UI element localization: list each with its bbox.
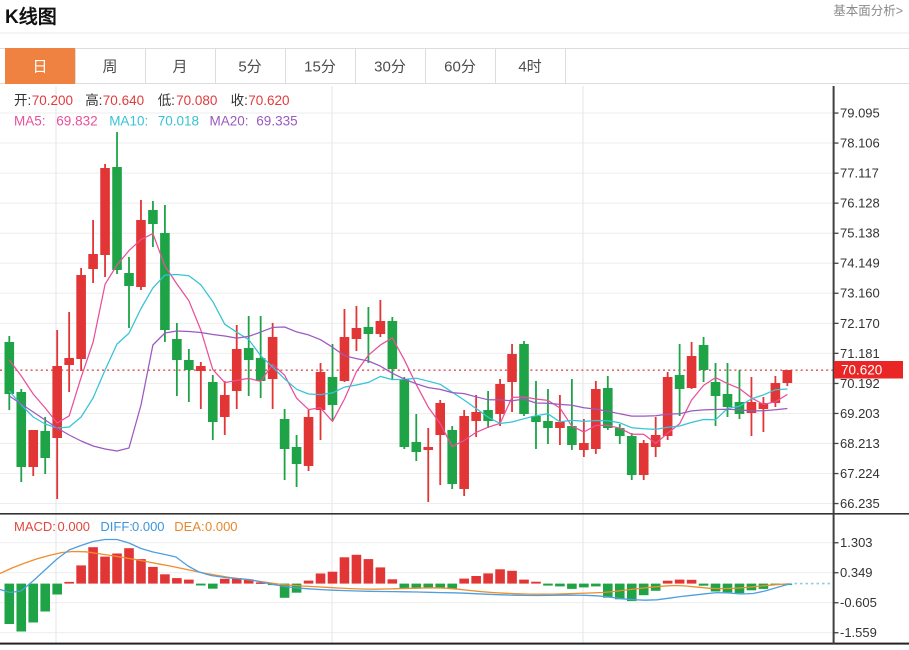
svg-text:5分: 5分 [238, 59, 261, 76]
svg-text:0.000: 0.000 [205, 519, 238, 534]
svg-text:76.128: 76.128 [840, 196, 880, 211]
svg-text:70.200: 70.200 [32, 93, 73, 108]
svg-text:69.832: 69.832 [56, 114, 97, 129]
svg-text:60分: 60分 [444, 59, 476, 76]
svg-text:73.160: 73.160 [840, 286, 880, 301]
svg-text:-0.605: -0.605 [840, 595, 877, 610]
svg-text:70.640: 70.640 [103, 93, 144, 108]
svg-text:1.303: 1.303 [840, 535, 873, 550]
svg-text:收:: 收: [231, 93, 248, 108]
svg-text:15分: 15分 [304, 59, 336, 76]
svg-text:周: 周 [102, 59, 117, 76]
svg-text:78.106: 78.106 [840, 136, 880, 151]
svg-text:0.000: 0.000 [132, 519, 165, 534]
svg-text:75.138: 75.138 [840, 226, 880, 241]
svg-text:69.335: 69.335 [256, 114, 297, 129]
svg-text:68.213: 68.213 [840, 436, 880, 451]
svg-text:72.170: 72.170 [840, 316, 880, 331]
svg-text:77.117: 77.117 [840, 166, 879, 181]
svg-text:69.203: 69.203 [840, 406, 880, 421]
svg-text:高:: 高: [85, 92, 102, 108]
svg-text:MACD:: MACD: [14, 519, 56, 534]
svg-text:MA20:: MA20: [210, 114, 249, 129]
svg-text:67.224: 67.224 [840, 466, 880, 481]
svg-text:0.349: 0.349 [840, 565, 873, 580]
svg-text:70.620: 70.620 [248, 93, 289, 108]
svg-text:30分: 30分 [374, 59, 406, 76]
svg-text:79.095: 79.095 [840, 106, 880, 121]
svg-text:低:: 低: [158, 93, 175, 108]
svg-text:70.620: 70.620 [841, 363, 882, 378]
svg-text:开:: 开: [14, 93, 31, 108]
svg-text:70.080: 70.080 [176, 93, 217, 108]
svg-text:MA5:: MA5: [14, 114, 46, 129]
svg-text:-1.559: -1.559 [840, 625, 877, 640]
svg-text:74.149: 74.149 [840, 256, 880, 271]
svg-text:DEA:: DEA: [174, 519, 204, 534]
svg-text:4时: 4时 [518, 59, 541, 76]
svg-text:基本面分析>: 基本面分析> [833, 4, 903, 18]
svg-text:K线图: K线图 [5, 5, 57, 28]
svg-text:71.181: 71.181 [840, 346, 880, 361]
svg-text:70.192: 70.192 [840, 376, 880, 391]
svg-text:月: 月 [172, 59, 187, 76]
svg-text:0.000: 0.000 [58, 519, 91, 534]
svg-text:70.018: 70.018 [158, 114, 199, 129]
svg-text:DIFF:: DIFF: [100, 519, 132, 534]
svg-text:66.235: 66.235 [840, 496, 880, 511]
svg-text:日: 日 [32, 59, 47, 76]
svg-text:MA10:: MA10: [109, 114, 148, 129]
